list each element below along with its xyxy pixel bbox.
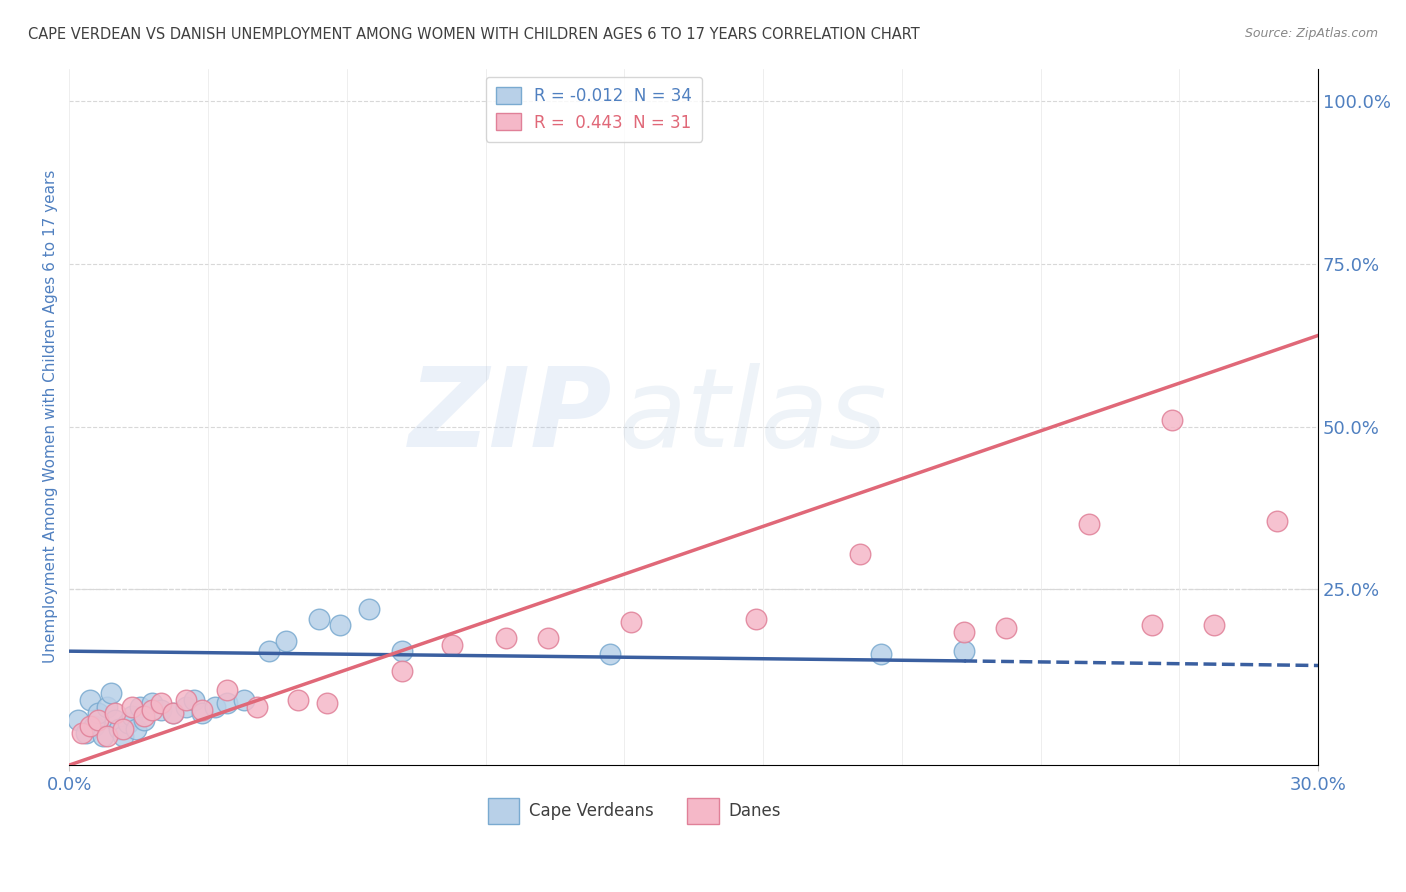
Point (100, 686, 122, 700)
Text: ZIP: ZIP (409, 363, 613, 470)
Point (953, 644, 976, 658)
Point (117, 715, 139, 730)
Point (391, 664, 413, 678)
Text: Cape Verdeans: Cape Verdeans (529, 802, 654, 820)
Point (134, 713, 156, 727)
Point (121, 709, 143, 723)
Point (174, 699, 197, 714)
Point (149, 703, 172, 717)
Point (1161, 413, 1184, 427)
Point (149, 696, 172, 710)
Text: atlas: atlas (619, 363, 887, 470)
Point (308, 612, 330, 626)
Point (217, 696, 239, 710)
Point (191, 703, 214, 717)
Point (79, 693, 101, 707)
Point (70, 725, 93, 739)
Point (849, 547, 872, 561)
Point (245, 699, 267, 714)
Text: Danes: Danes (728, 802, 782, 820)
Point (620, 615, 643, 629)
Point (96, 699, 118, 714)
Point (1265, 514, 1288, 528)
Point (495, 631, 517, 645)
Point (129, 699, 152, 714)
Point (108, 723, 131, 737)
Point (125, 723, 148, 737)
Point (257, 644, 280, 658)
Point (112, 729, 135, 743)
Point (183, 693, 205, 707)
Point (75, 725, 97, 739)
Point (745, 612, 768, 626)
Point (104, 713, 127, 727)
Point (162, 706, 184, 720)
Point (287, 693, 309, 707)
Point (329, 618, 352, 632)
Point (870, 648, 893, 662)
Point (599, 648, 621, 662)
Point (233, 693, 256, 707)
Point (994, 621, 1017, 635)
Point (953, 624, 976, 639)
Point (441, 638, 464, 652)
Point (1140, 618, 1163, 632)
Point (316, 696, 339, 710)
Point (83, 719, 105, 733)
Point (204, 699, 226, 714)
Point (87, 706, 110, 720)
Point (96, 729, 118, 743)
Point (104, 706, 127, 720)
Text: Source: ZipAtlas.com: Source: ZipAtlas.com (1244, 27, 1378, 40)
Point (217, 683, 239, 698)
Point (79, 719, 101, 733)
Bar (688, 797, 718, 824)
Point (91, 729, 114, 743)
Point (174, 693, 197, 707)
Point (274, 634, 297, 648)
Point (141, 696, 163, 710)
Point (1202, 618, 1225, 632)
Point (121, 699, 143, 714)
Point (1078, 517, 1101, 532)
Bar (488, 797, 519, 824)
Point (141, 703, 163, 717)
Text: CAPE VERDEAN VS DANISH UNEMPLOYMENT AMONG WOMEN WITH CHILDREN AGES 6 TO 17 YEARS: CAPE VERDEAN VS DANISH UNEMPLOYMENT AMON… (28, 27, 920, 42)
Point (134, 709, 156, 723)
Point (357, 602, 380, 616)
Y-axis label: Unemployment Among Women with Children Ages 6 to 17 years: Unemployment Among Women with Children A… (44, 170, 58, 664)
Point (191, 706, 214, 720)
Legend: R = -0.012  N = 34, R =  0.443  N = 31: R = -0.012 N = 34, R = 0.443 N = 31 (485, 77, 702, 142)
Point (66, 713, 89, 727)
Point (391, 644, 413, 658)
Point (162, 706, 184, 720)
Point (87, 713, 110, 727)
Point (537, 631, 560, 645)
Point (112, 723, 135, 737)
